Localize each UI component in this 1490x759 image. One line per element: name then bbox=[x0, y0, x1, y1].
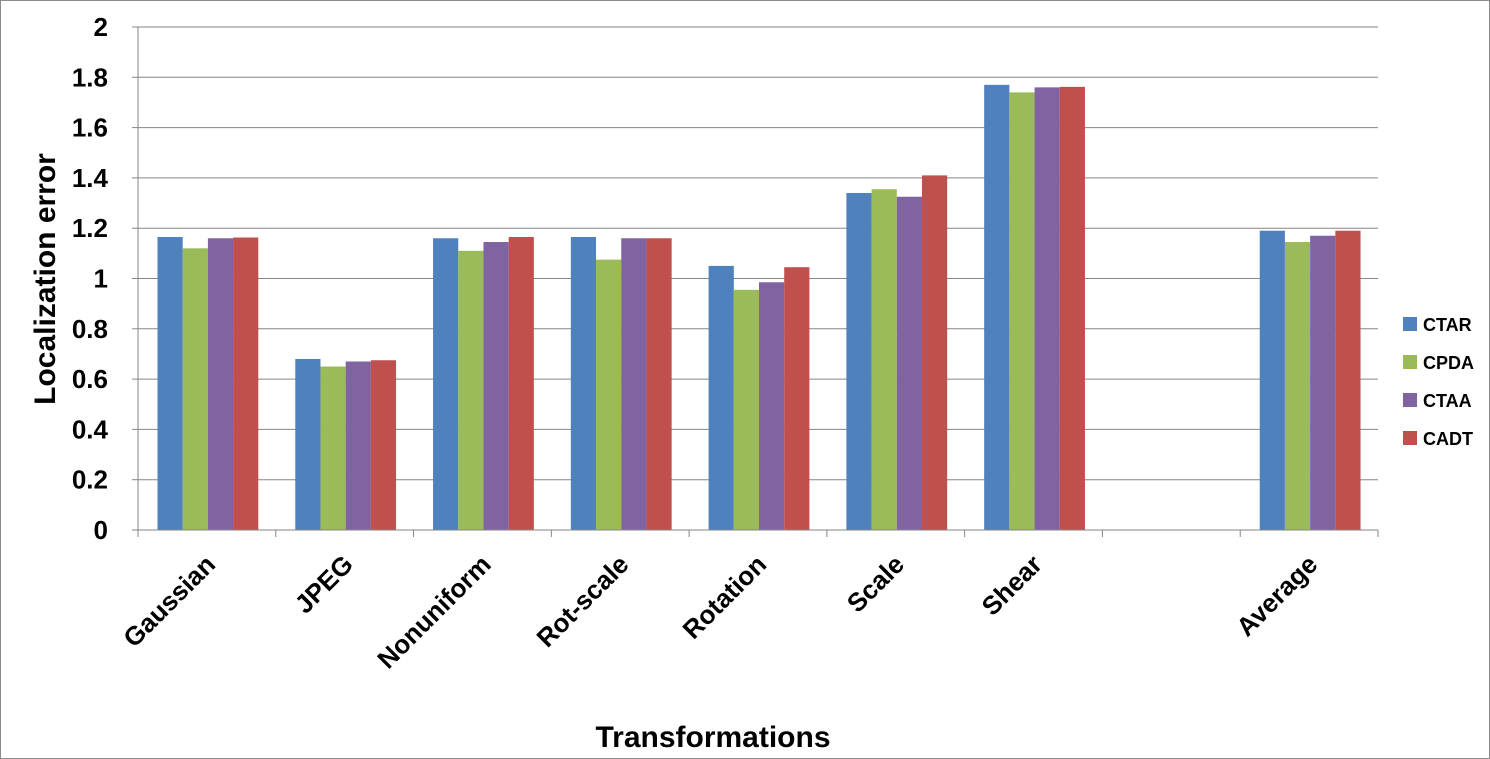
bar-ctar-average bbox=[1259, 230, 1285, 530]
y-tick-label: 1.4 bbox=[72, 163, 109, 193]
y-tick-label: 0.8 bbox=[72, 314, 108, 344]
y-tick-label: 0.6 bbox=[72, 364, 108, 394]
bar-ctaa-scale bbox=[896, 196, 922, 530]
x-axis-title: Transformations bbox=[595, 721, 830, 754]
bar-cadt-nonuniform bbox=[508, 237, 534, 530]
x-category-label: Rotation bbox=[676, 549, 772, 645]
bar-ctar-rot-scale bbox=[570, 237, 597, 530]
bar-cadt-rotation bbox=[784, 267, 810, 530]
bar-cpda-average bbox=[1284, 242, 1311, 530]
bar-ctar-rotation bbox=[708, 265, 734, 530]
y-axis-title: Localization error bbox=[29, 153, 62, 405]
bar-ctar-shear bbox=[984, 84, 1010, 530]
x-category-label: Gaussian bbox=[117, 549, 221, 653]
bars bbox=[157, 84, 1361, 531]
legend-swatch-ctaa bbox=[1403, 393, 1417, 407]
legend-swatch-cadt bbox=[1403, 431, 1417, 445]
legend: CTAR CPDA CTAA CADT bbox=[1403, 315, 1474, 449]
y-tick-label: 2 bbox=[94, 12, 108, 42]
bar-cpda-nonuniform bbox=[458, 250, 484, 530]
bar-ctaa-rot-scale bbox=[621, 238, 647, 530]
bar-ctar-nonuniform bbox=[433, 238, 459, 530]
bar-cadt-gaussian bbox=[233, 237, 259, 530]
x-category-label: Shear bbox=[975, 549, 1047, 621]
bar-ctar-scale bbox=[846, 192, 872, 531]
y-tick-label: 1.8 bbox=[72, 62, 108, 92]
bar-ctaa-average bbox=[1310, 235, 1336, 530]
legend-label-cadt: CADT bbox=[1423, 429, 1473, 449]
bar-cpda-scale bbox=[871, 189, 897, 530]
x-category-label: Scale bbox=[841, 549, 910, 618]
bar-ctar-gaussian bbox=[157, 237, 183, 530]
x-category-label: Nonuniform bbox=[371, 549, 496, 674]
x-category-label: Rot-scale bbox=[530, 549, 634, 653]
bar-cpda-rotation bbox=[733, 289, 760, 530]
bar-cadt-average bbox=[1335, 230, 1361, 530]
y-tick-label: 1 bbox=[94, 264, 108, 294]
y-tick-label: 1.2 bbox=[72, 213, 108, 243]
legend-label-ctar: CTAR bbox=[1423, 315, 1472, 335]
legend-swatch-ctar bbox=[1403, 317, 1417, 331]
x-category-label: Average bbox=[1230, 549, 1323, 642]
axes bbox=[132, 26, 1379, 537]
bar-cpda-jpeg bbox=[320, 366, 346, 530]
bar-cadt-jpeg bbox=[370, 360, 397, 530]
bar-ctar-jpeg bbox=[295, 358, 321, 530]
bar-cadt-scale bbox=[921, 175, 948, 530]
bar-ctaa-gaussian bbox=[207, 238, 234, 530]
legend-swatch-cpda bbox=[1403, 355, 1417, 369]
y-tick-label: 0.2 bbox=[72, 465, 108, 495]
bar-ctaa-shear bbox=[1034, 87, 1060, 531]
y-tick-label: 0 bbox=[94, 515, 108, 545]
y-tick-label: 0.4 bbox=[72, 414, 109, 444]
bar-cpda-gaussian bbox=[182, 248, 208, 530]
bar-cadt-rot-scale bbox=[646, 238, 672, 530]
bar-cadt-shear bbox=[1059, 86, 1085, 531]
tick-labels: 0 0.2 0.4 0.6 0.8 1 1.2 1.4 1.6 1.8 2 Gaussian JPEG N… bbox=[72, 12, 1324, 674]
bar-cpda-shear bbox=[1009, 92, 1035, 530]
bar-ctaa-jpeg bbox=[345, 361, 371, 530]
bar-cpda-rot-scale bbox=[596, 259, 622, 530]
bar-ctaa-rotation bbox=[759, 282, 785, 530]
x-category-label: JPEG bbox=[289, 549, 359, 619]
bar-ctaa-nonuniform bbox=[483, 242, 509, 530]
legend-label-ctaa: CTAA bbox=[1423, 391, 1472, 411]
y-tick-label: 1.6 bbox=[72, 113, 108, 143]
legend-label-cpda: CPDA bbox=[1423, 353, 1474, 373]
